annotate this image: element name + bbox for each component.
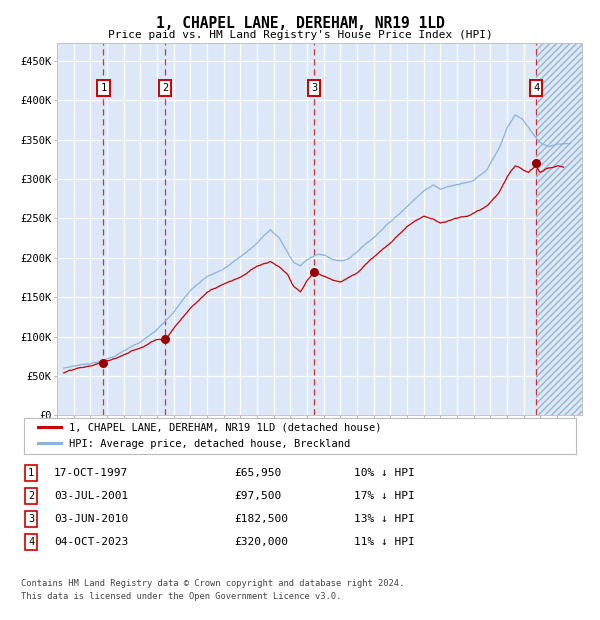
Text: 11% ↓ HPI: 11% ↓ HPI <box>354 537 415 547</box>
Legend: 1, CHAPEL LANE, DEREHAM, NR19 1LD (detached house), HPI: Average price, detached: 1, CHAPEL LANE, DEREHAM, NR19 1LD (detac… <box>34 419 386 453</box>
Text: 17% ↓ HPI: 17% ↓ HPI <box>354 491 415 501</box>
Text: 03-JUN-2010: 03-JUN-2010 <box>54 514 128 524</box>
Text: 10% ↓ HPI: 10% ↓ HPI <box>354 468 415 478</box>
Text: 04-OCT-2023: 04-OCT-2023 <box>54 537 128 547</box>
Text: This data is licensed under the Open Government Licence v3.0.: This data is licensed under the Open Gov… <box>21 592 341 601</box>
Text: £97,500: £97,500 <box>234 491 281 501</box>
Text: 4: 4 <box>28 537 34 547</box>
Text: 2: 2 <box>28 491 34 501</box>
Text: 1, CHAPEL LANE, DEREHAM, NR19 1LD: 1, CHAPEL LANE, DEREHAM, NR19 1LD <box>155 16 445 30</box>
Text: £320,000: £320,000 <box>234 537 288 547</box>
Text: 3: 3 <box>311 83 317 94</box>
Text: Price paid vs. HM Land Registry's House Price Index (HPI): Price paid vs. HM Land Registry's House … <box>107 30 493 40</box>
Text: 3: 3 <box>28 514 34 524</box>
Text: 03-JUL-2001: 03-JUL-2001 <box>54 491 128 501</box>
Text: Contains HM Land Registry data © Crown copyright and database right 2024.: Contains HM Land Registry data © Crown c… <box>21 578 404 588</box>
Text: £182,500: £182,500 <box>234 514 288 524</box>
Text: 13% ↓ HPI: 13% ↓ HPI <box>354 514 415 524</box>
Text: 1: 1 <box>100 83 107 94</box>
Text: 1: 1 <box>28 468 34 478</box>
Text: 17-OCT-1997: 17-OCT-1997 <box>54 468 128 478</box>
Text: 4: 4 <box>533 83 539 94</box>
Text: £65,950: £65,950 <box>234 468 281 478</box>
Text: 2: 2 <box>162 83 169 94</box>
Bar <box>536 43 582 415</box>
